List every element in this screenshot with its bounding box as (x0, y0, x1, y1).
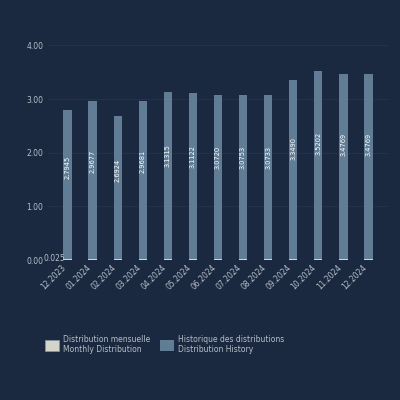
Bar (88, 259, 97, 260)
Bar (364, 74, 372, 260)
Text: 2.7945: 2.7945 (65, 156, 71, 179)
Legend: Distribution mensuelle
Monthly Distribution, Historique des distributions
Distri: Distribution mensuelle Monthly Distribut… (45, 335, 284, 354)
Text: 3.4769: 3.4769 (365, 133, 371, 156)
Text: 3.3490: 3.3490 (290, 137, 296, 160)
Text: 3.0753: 3.0753 (240, 146, 246, 169)
Bar (114, 259, 122, 260)
Text: 3.0720: 3.0720 (215, 146, 221, 170)
Bar (88, 101, 97, 260)
Bar (314, 259, 322, 260)
Bar (264, 95, 272, 260)
Bar (314, 71, 322, 260)
Text: 3.1315: 3.1315 (165, 144, 171, 167)
Bar (339, 259, 348, 260)
Bar (214, 259, 222, 260)
Bar (339, 74, 348, 260)
Bar (138, 259, 147, 260)
Bar (64, 259, 72, 260)
Bar (114, 116, 122, 260)
Bar (164, 92, 172, 260)
Bar (164, 259, 172, 260)
Bar (289, 259, 298, 260)
Bar (239, 259, 248, 260)
Text: 2.6924: 2.6924 (115, 159, 121, 182)
Text: 3.4769: 3.4769 (340, 133, 346, 156)
Text: 3.0733: 3.0733 (265, 146, 271, 169)
Bar (188, 259, 197, 260)
Bar (188, 93, 197, 260)
Text: 3.5202: 3.5202 (315, 131, 321, 154)
Text: 2.9681: 2.9681 (140, 150, 146, 173)
Text: 2.9677: 2.9677 (90, 150, 96, 173)
Bar (364, 259, 372, 260)
Bar (64, 110, 72, 260)
Bar (239, 95, 248, 260)
Text: 3.1122: 3.1122 (190, 145, 196, 168)
Text: 0.025: 0.025 (43, 254, 65, 263)
Bar (289, 80, 298, 260)
Bar (264, 259, 272, 260)
Bar (214, 95, 222, 260)
Bar (138, 101, 147, 260)
